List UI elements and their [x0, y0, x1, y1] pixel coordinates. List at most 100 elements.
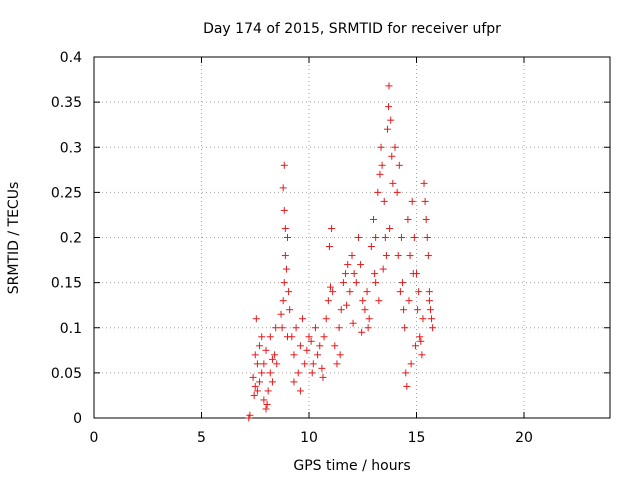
data-point [319, 373, 327, 381]
data-point [411, 342, 419, 350]
data-point [329, 288, 337, 296]
data-point [357, 261, 365, 269]
data-point [258, 369, 266, 377]
data-point [262, 346, 270, 354]
data-point [349, 319, 357, 327]
y-tick-label: 0 [73, 411, 82, 427]
data-point [262, 405, 270, 413]
data-point [361, 306, 369, 314]
data-point [260, 396, 268, 404]
data-point [402, 369, 410, 377]
data-point [325, 243, 333, 251]
data-point [253, 360, 261, 368]
data-point [322, 315, 330, 323]
data-point [250, 391, 258, 399]
data-point [408, 197, 416, 205]
data-point [324, 297, 332, 305]
data-point [359, 297, 367, 305]
data-point [266, 369, 274, 377]
data-point [383, 125, 391, 133]
data-point [414, 306, 422, 314]
data-point [256, 378, 264, 386]
data-point [378, 161, 386, 169]
data-point [280, 279, 288, 287]
data-point [425, 297, 433, 305]
data-point [308, 369, 316, 377]
data-point [307, 337, 315, 345]
data-point [288, 333, 296, 341]
data-point [364, 324, 372, 332]
data-point [399, 279, 407, 287]
x-tick-label: 15 [408, 430, 426, 446]
data-point [388, 152, 396, 160]
data-point [337, 306, 345, 314]
data-point [372, 234, 380, 241]
y-tick-label: 0.1 [60, 321, 82, 337]
data-point [400, 306, 408, 314]
data-point [342, 270, 350, 278]
data-point [281, 252, 289, 260]
data-point [389, 179, 397, 187]
data-point [281, 224, 289, 232]
data-point [386, 224, 394, 232]
data-point [401, 324, 409, 332]
data-point [422, 215, 430, 223]
data-point [419, 315, 427, 323]
y-tick-label: 0.05 [51, 366, 82, 382]
y-tick-label: 0.2 [60, 231, 82, 247]
data-point [258, 333, 266, 341]
x-tick-label: 5 [197, 430, 206, 446]
data-point [372, 279, 380, 287]
data-point [374, 188, 382, 196]
data-point [333, 360, 341, 368]
data-point [393, 188, 401, 196]
data-point [367, 243, 375, 251]
data-point [394, 252, 402, 260]
data-point [343, 301, 351, 309]
data-point [277, 310, 285, 318]
data-point [385, 103, 393, 111]
data-point [358, 328, 366, 336]
data-point [311, 324, 319, 332]
data-point [327, 283, 334, 291]
data-point [424, 252, 432, 260]
data-point [314, 351, 322, 359]
x-tick-label: 20 [515, 430, 533, 446]
data-point [348, 252, 356, 260]
plot-frame [93, 56, 611, 419]
y-tick-label: 0.35 [51, 95, 82, 111]
data-point [320, 333, 328, 341]
data-point [381, 234, 389, 241]
y-tick-label: 0.4 [60, 50, 82, 66]
data-point [278, 324, 286, 332]
data-point [296, 387, 304, 395]
chart-title: Day 174 of 2015, SRMTID for receiver ufp… [203, 21, 501, 37]
data-point [251, 351, 259, 359]
data-point [273, 360, 281, 368]
data-point [428, 315, 436, 323]
data-point [363, 288, 371, 296]
data-point [331, 342, 339, 350]
data-point [260, 360, 268, 368]
data-point [376, 170, 384, 178]
data-point [301, 360, 309, 368]
data-point [252, 315, 260, 323]
x-tick-label: 10 [300, 430, 318, 446]
data-point [268, 355, 276, 363]
data-point [377, 143, 385, 151]
data-point [286, 306, 294, 314]
data-point [290, 351, 298, 359]
data-point [375, 297, 383, 305]
data-point [290, 378, 298, 386]
data-point [280, 206, 288, 214]
data-point [385, 82, 393, 90]
data-point [352, 279, 360, 287]
data-point [397, 234, 405, 241]
data-point [268, 378, 276, 386]
data-point [266, 333, 274, 341]
y-axis-label: SRMTID / TECUs [6, 182, 22, 295]
y-tick-label: 0.3 [60, 140, 82, 156]
data-point [272, 324, 280, 332]
data-point [425, 288, 433, 296]
